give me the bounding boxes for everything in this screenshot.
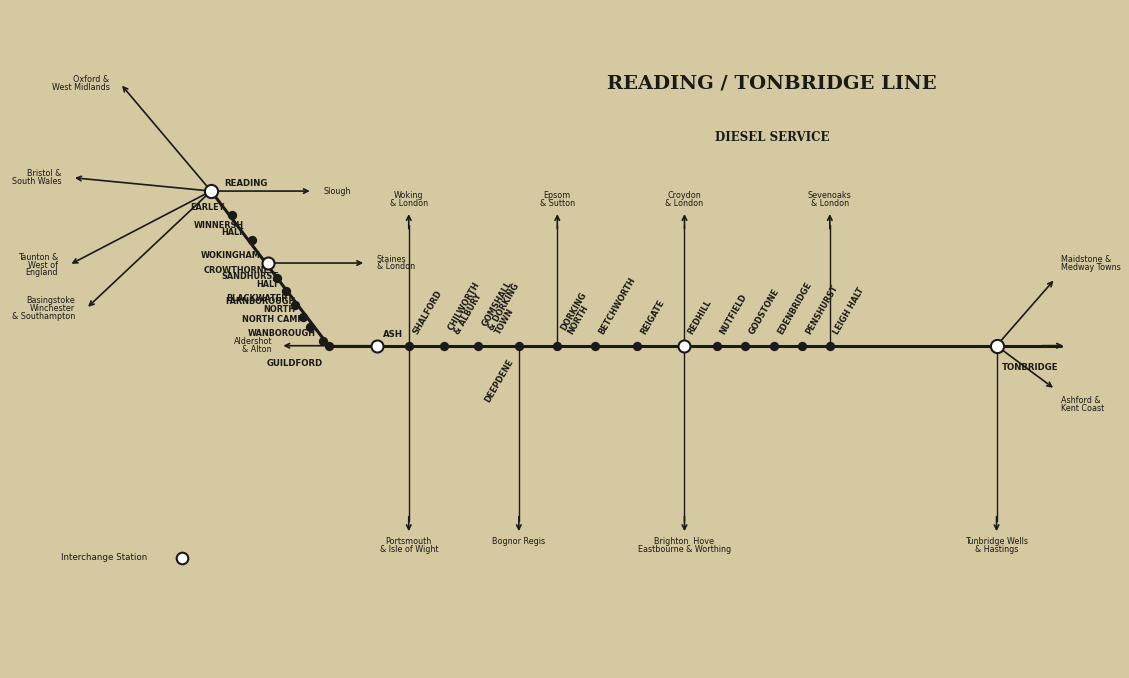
Text: TONBRIDGE: TONBRIDGE: [1001, 363, 1058, 372]
Text: CROWTHORNE: CROWTHORNE: [203, 266, 270, 275]
Text: Bognor Regis: Bognor Regis: [492, 538, 545, 546]
Text: Epsom
& Sutton: Epsom & Sutton: [540, 191, 575, 208]
Text: Brighton  Hove
Eastbourne & Worthing: Brighton Hove Eastbourne & Worthing: [638, 538, 732, 555]
Point: [294, 311, 312, 322]
Text: BETCHWORTH: BETCHWORTH: [597, 275, 637, 336]
Point: [793, 340, 811, 351]
Point: [435, 340, 453, 351]
Text: REIGATE: REIGATE: [640, 298, 666, 336]
Text: Slough: Slough: [323, 186, 351, 195]
Text: Portsmouth
& Isle of Wight: Portsmouth & Isle of Wight: [379, 538, 438, 555]
Text: Bristol &
South Wales: Bristol & South Wales: [12, 169, 61, 186]
Text: FARNBOROUGH
NORTH: FARNBOROUGH NORTH: [225, 297, 296, 314]
Point: [269, 273, 287, 283]
Text: SANDHURST
HALT: SANDHURST HALT: [221, 272, 279, 289]
Text: Maidstone &
Medway Towns: Maidstone & Medway Towns: [1060, 255, 1120, 272]
Text: GODSTONE: GODSTONE: [747, 287, 781, 336]
Text: LEIGH HALT: LEIGH HALT: [832, 285, 866, 336]
Text: WINNERSH
HALT: WINNERSH HALT: [194, 220, 244, 237]
Point: [510, 340, 528, 351]
Text: Oxford &
West Midlands: Oxford & West Midlands: [52, 75, 110, 92]
Text: Woking
& London: Woking & London: [390, 191, 428, 208]
Text: EARLEY: EARLEY: [191, 203, 225, 212]
Text: GOMSHALL
& DORKING
TOWN: GOMSHALL & DORKING TOWN: [480, 277, 528, 336]
Point: [629, 340, 647, 351]
Text: BLACKWATER: BLACKWATER: [227, 294, 288, 302]
Point: [736, 340, 754, 351]
Point: [320, 340, 338, 351]
Text: Basingstoke
Winchester
& Southampton: Basingstoke Winchester & Southampton: [12, 296, 76, 321]
Text: SHALFORD: SHALFORD: [411, 288, 444, 336]
Text: Croydon
& London: Croydon & London: [665, 191, 703, 208]
Text: Tunbridge Wells
& Hastings: Tunbridge Wells & Hastings: [965, 538, 1029, 555]
Text: PENSHURST: PENSHURST: [804, 283, 840, 336]
Point: [675, 340, 693, 351]
Point: [243, 235, 261, 245]
Text: Sevenoaks
& London: Sevenoaks & London: [808, 191, 851, 208]
Point: [988, 340, 1006, 351]
Text: Taunton &
West of
England: Taunton & West of England: [18, 253, 59, 277]
Point: [301, 321, 320, 332]
Point: [549, 340, 567, 351]
Text: READING: READING: [224, 179, 268, 188]
Text: DORKING
NORTH: DORKING NORTH: [560, 290, 595, 336]
Text: DEEPDENE: DEEPDENE: [483, 358, 516, 404]
Point: [314, 336, 332, 346]
Point: [287, 300, 305, 311]
Text: Interchange Station: Interchange Station: [61, 553, 148, 562]
Text: WANBOROUGH: WANBOROUGH: [247, 330, 316, 338]
Point: [368, 340, 386, 351]
Point: [173, 552, 191, 563]
Text: Aldershot
& Alton: Aldershot & Alton: [234, 337, 272, 354]
Point: [708, 340, 726, 351]
Text: CHILWORTH
& ALBURY: CHILWORTH & ALBURY: [446, 280, 488, 336]
Point: [224, 210, 242, 220]
Point: [586, 340, 604, 351]
Point: [259, 258, 277, 268]
Text: Staines
& London: Staines & London: [377, 254, 414, 271]
Text: READING / TONBRIDGE LINE: READING / TONBRIDGE LINE: [607, 75, 937, 92]
Text: EDENBRIDGE: EDENBRIDGE: [777, 280, 814, 336]
Point: [400, 340, 418, 351]
Text: ASH: ASH: [383, 330, 403, 339]
Point: [470, 340, 488, 351]
Text: DIESEL SERVICE: DIESEL SERVICE: [715, 131, 830, 144]
Point: [821, 340, 839, 351]
Text: REDHILL: REDHILL: [686, 298, 714, 336]
Point: [765, 340, 784, 351]
Text: NUTFIELD: NUTFIELD: [719, 292, 749, 336]
Text: GUILDFORD: GUILDFORD: [268, 359, 323, 368]
Point: [202, 186, 220, 197]
Point: [277, 286, 295, 297]
Text: WOKINGHAM: WOKINGHAM: [200, 252, 260, 260]
Text: NORTH CAMP: NORTH CAMP: [242, 315, 303, 324]
Text: Ashford &
Kent Coast: Ashford & Kent Coast: [1060, 396, 1104, 413]
